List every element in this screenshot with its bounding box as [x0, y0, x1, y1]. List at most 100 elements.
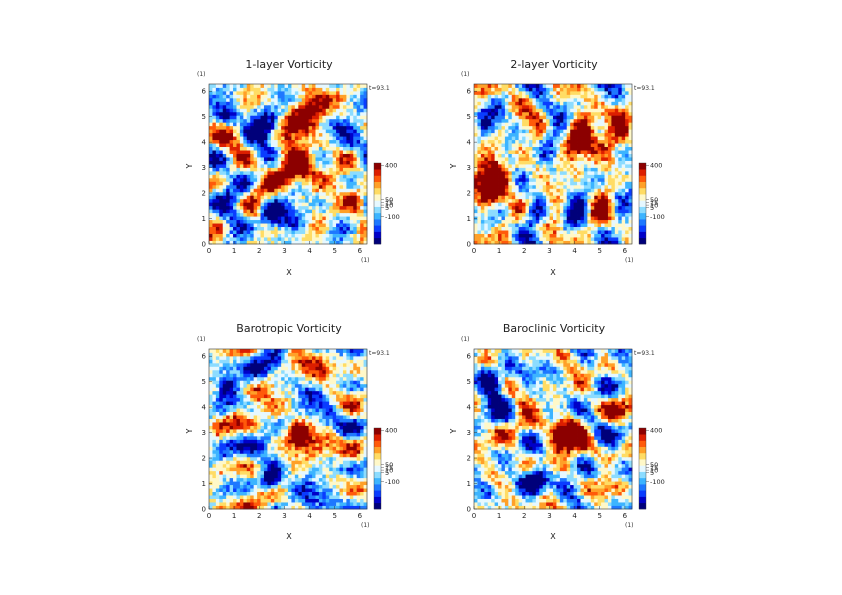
- heatmap-cell: [308, 240, 313, 245]
- heatmap-cell: [233, 143, 237, 148]
- heatmap-cell: [590, 136, 595, 141]
- heatmap-cell: [580, 219, 585, 224]
- heatmap-cell: [607, 150, 612, 154]
- colorbar-segment: [374, 163, 381, 170]
- heatmap-cell: [618, 223, 623, 228]
- heatmap-cell: [577, 205, 581, 210]
- heatmap-cell: [281, 129, 285, 134]
- heatmap-cell: [498, 195, 502, 200]
- heatmap-cell: [614, 240, 619, 245]
- heatmap-cell: [480, 181, 485, 186]
- heatmap-cell: [504, 198, 509, 203]
- heatmap-cell: [284, 153, 289, 158]
- heatmap-cell: [291, 84, 296, 88]
- heatmap-cell: [233, 125, 237, 130]
- heatmap-cell: [491, 191, 495, 196]
- heatmap-cell: [621, 118, 626, 123]
- y-tick-label: 2: [467, 190, 471, 198]
- heatmap-cell: [301, 202, 306, 207]
- heatmap-cell: [281, 118, 285, 123]
- heatmap-cell: [288, 505, 292, 510]
- heatmap-cell: [494, 122, 499, 127]
- heatmap-cell: [253, 202, 258, 207]
- heatmap-cell: [535, 177, 540, 182]
- heatmap-cell: [305, 484, 309, 489]
- colorbar-tick-label: 400: [385, 162, 397, 170]
- heatmap-cell: [542, 153, 547, 158]
- heatmap-cell: [346, 84, 351, 88]
- heatmap-cell: [511, 181, 516, 186]
- heatmap-cell: [532, 87, 537, 92]
- heatmap-cell: [621, 84, 626, 88]
- panel-title: 2-layer Vorticity: [510, 58, 598, 71]
- heatmap-cell: [618, 188, 623, 193]
- heatmap-cell: [236, 198, 241, 203]
- heatmap-cell: [294, 205, 299, 210]
- heatmap-cell: [250, 125, 255, 130]
- heatmap-cell: [607, 174, 612, 179]
- heatmap-cell: [528, 223, 533, 228]
- heatmap-cell: [267, 90, 272, 95]
- heatmap-cell: [604, 216, 609, 221]
- heatmap-cell: [614, 87, 619, 92]
- heatmap-cell: [360, 198, 364, 203]
- heatmap-cell: [356, 94, 361, 99]
- heatmap-cell: [532, 198, 537, 203]
- heatmap-cell: [573, 132, 578, 137]
- heatmap-cell: [511, 177, 516, 182]
- heatmap-cell: [597, 195, 602, 200]
- heatmap-cell: [325, 502, 330, 506]
- heatmap-cell: [349, 115, 354, 120]
- heatmap-cell: [553, 129, 557, 134]
- heatmap-cell: [559, 226, 564, 231]
- heatmap-cell: [263, 118, 268, 123]
- heatmap-cell: [305, 143, 309, 148]
- heatmap-cell: [628, 198, 633, 203]
- heatmap-cell: [263, 498, 268, 503]
- heatmap-cell: [336, 212, 340, 217]
- heatmap-cell: [525, 97, 530, 102]
- heatmap-cell: [325, 108, 330, 113]
- heatmap-cell: [257, 481, 261, 486]
- heatmap-cell: [325, 240, 330, 245]
- heatmap-cell: [322, 139, 327, 144]
- heatmap-cell: [553, 184, 557, 189]
- heatmap-cell: [604, 209, 609, 214]
- heatmap-cell: [260, 209, 265, 214]
- heatmap-cell: [301, 237, 306, 241]
- heatmap-cell: [607, 153, 612, 158]
- heatmap-cell: [607, 125, 612, 130]
- heatmap-cell: [322, 101, 327, 106]
- heatmap-cell: [325, 177, 330, 182]
- heatmap-cell: [239, 167, 244, 172]
- heatmap-cell: [209, 198, 213, 203]
- heatmap-cell: [484, 97, 489, 102]
- heatmap-cell: [253, 181, 258, 186]
- heatmap-cell: [535, 153, 540, 158]
- heatmap-cell: [233, 198, 237, 203]
- heatmap-cell: [346, 87, 351, 92]
- heatmap-cell: [229, 202, 234, 207]
- heatmap-cell: [525, 143, 530, 148]
- heatmap-cell: [257, 170, 261, 175]
- heatmap-cell: [477, 115, 482, 120]
- heatmap-cell: [257, 463, 261, 468]
- heatmap-cell: [491, 174, 495, 179]
- heatmap-cell: [511, 136, 516, 141]
- heatmap-cell: [342, 139, 347, 144]
- heatmap-cell: [342, 146, 347, 151]
- heatmap-cell: [553, 97, 557, 102]
- heatmap-cell: [356, 181, 361, 186]
- heatmap-cell: [546, 198, 550, 203]
- heatmap-cell: [360, 84, 364, 88]
- heatmap-cell: [222, 125, 227, 130]
- heatmap-cell: [546, 195, 550, 200]
- heatmap-cell: [243, 212, 248, 217]
- heatmap-cell: [594, 195, 599, 200]
- heatmap-cell: [246, 160, 251, 165]
- heatmap-cell: [363, 240, 368, 245]
- heatmap-cell: [498, 101, 502, 106]
- heatmap-cell: [590, 101, 595, 106]
- heatmap-cell: [553, 111, 557, 116]
- heatmap-cell: [583, 153, 588, 158]
